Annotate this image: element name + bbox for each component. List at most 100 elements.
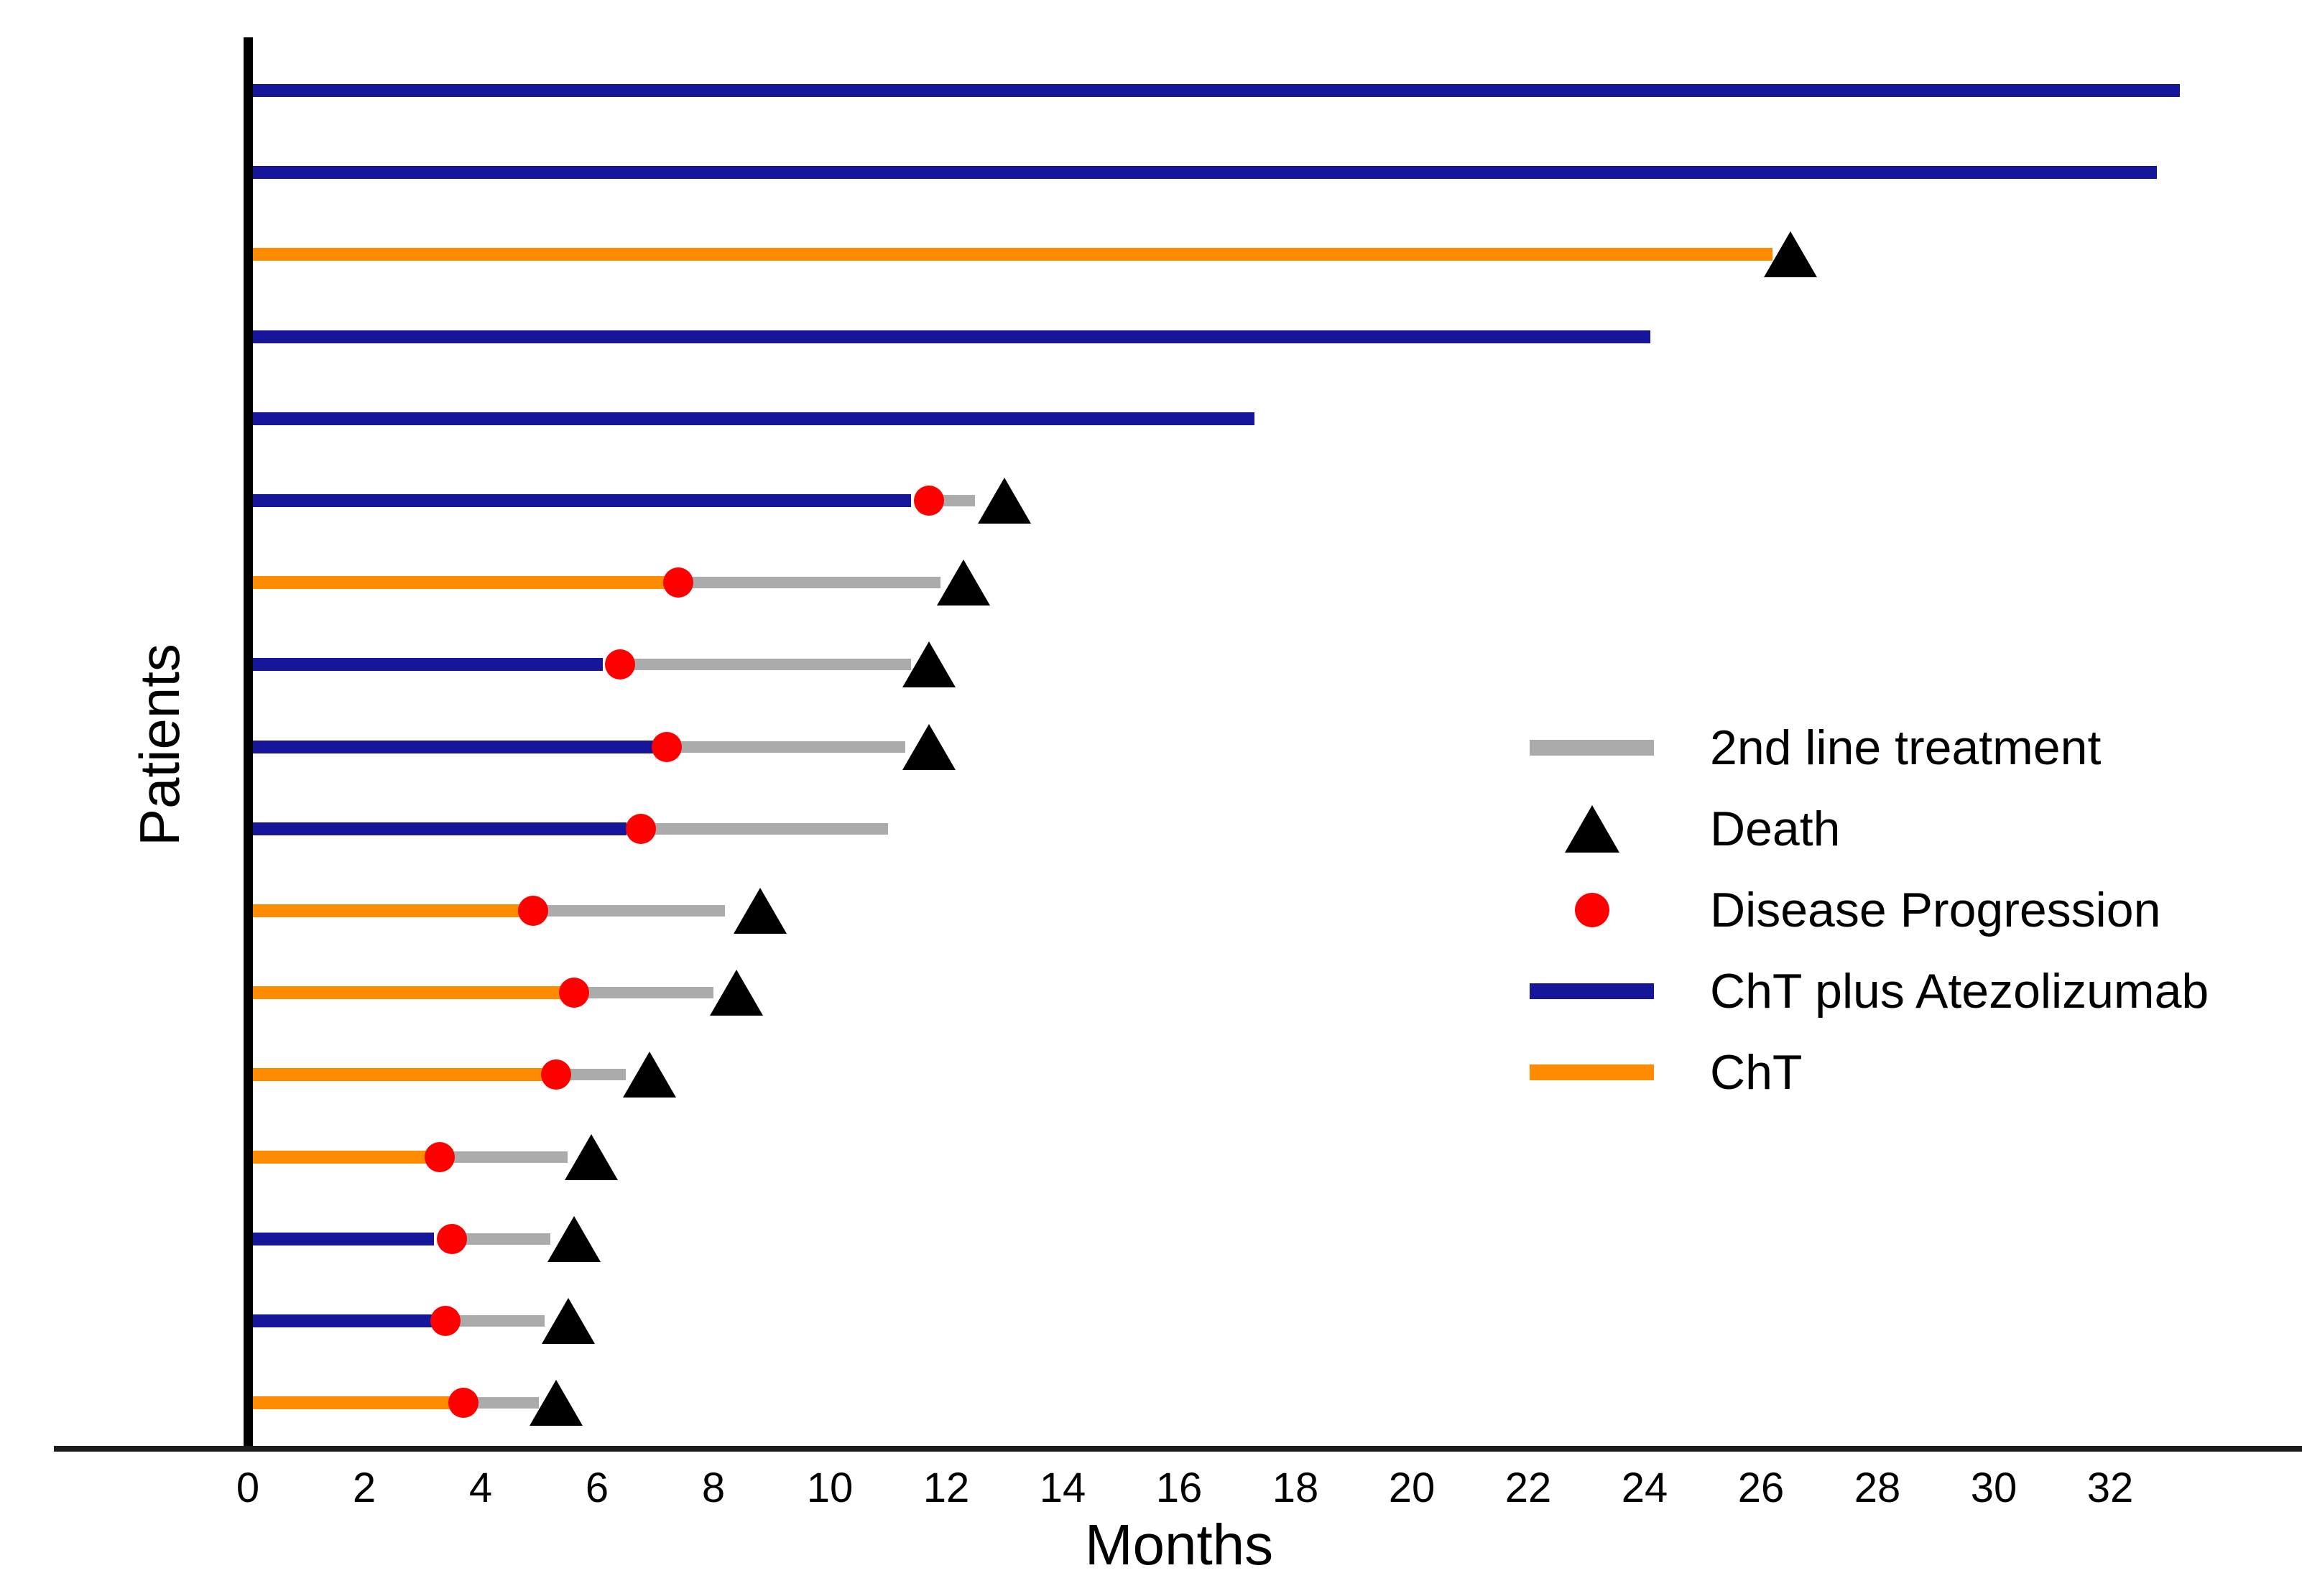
legend-label: Disease Progression xyxy=(1710,883,2161,937)
legend-label: ChT plus Atezolizumab xyxy=(1710,964,2209,1019)
x-axis-title: Months xyxy=(1084,1513,1274,1577)
x-tick-32: 32 xyxy=(2086,1465,2134,1511)
legend-swatch-box xyxy=(1530,740,1654,756)
progression-marker xyxy=(913,486,944,516)
legend-label: 2nd line treatment xyxy=(1710,720,2102,775)
legend-label: ChT xyxy=(1710,1045,1803,1100)
treatment-bar xyxy=(248,1068,545,1082)
death-marker xyxy=(541,1298,595,1344)
progression-marker xyxy=(448,1388,479,1419)
legend-item-disease-progression: Disease Progression xyxy=(1530,876,2160,945)
progression-marker xyxy=(558,978,589,1008)
treatment-bar xyxy=(248,330,1651,343)
x-tick-18: 18 xyxy=(1272,1465,1319,1511)
legend-swatch-box xyxy=(1530,805,1654,853)
progression-marker xyxy=(517,896,548,926)
x-tick-16: 16 xyxy=(1155,1465,1203,1511)
treatment-bar xyxy=(248,1396,452,1410)
treatment-bar xyxy=(248,412,1255,425)
x-tick-8: 8 xyxy=(701,1465,726,1511)
death-marker xyxy=(1763,231,1817,278)
x-tick-6: 6 xyxy=(585,1465,609,1511)
progression-marker xyxy=(652,731,683,762)
treatment-bar xyxy=(248,166,2157,180)
legend-item-2nd-line-treatment: 2nd line treatment xyxy=(1530,713,2101,782)
treatment-bar xyxy=(248,740,655,753)
legend-item-death: Death xyxy=(1530,794,1840,863)
progression-marker xyxy=(541,1059,572,1090)
legend-swatch-box xyxy=(1530,983,1654,999)
death-marker xyxy=(530,1380,583,1426)
treatment-bar xyxy=(248,84,2181,97)
treatment-bar xyxy=(248,658,604,672)
second-line-bar xyxy=(640,822,888,835)
second-line-bar xyxy=(532,905,726,917)
progression-marker xyxy=(625,813,656,844)
legend-item-cht-plus-atezolizumab: ChT plus Atezolizumab xyxy=(1530,957,2209,1026)
second-line-bar xyxy=(678,577,940,589)
treatment-bar xyxy=(248,1314,435,1327)
legend-swatch-box xyxy=(1530,893,1654,927)
second-line-bar xyxy=(573,987,713,999)
treatment-bar xyxy=(248,822,627,835)
death-marker xyxy=(978,478,1031,524)
legend-label: Death xyxy=(1710,802,1841,856)
second-line-bar xyxy=(440,1151,568,1163)
x-tick-14: 14 xyxy=(1039,1465,1086,1511)
second-line-bar xyxy=(620,659,912,671)
x-tick-24: 24 xyxy=(1621,1465,1668,1511)
death-marker xyxy=(547,1215,601,1262)
x-tick-20: 20 xyxy=(1388,1465,1436,1511)
y-axis-line xyxy=(244,37,253,1452)
second-line-bar xyxy=(556,1069,627,1081)
x-tick-12: 12 xyxy=(923,1465,970,1511)
death-marker xyxy=(710,970,764,1016)
x-tick-26: 26 xyxy=(1737,1465,1785,1511)
x-tick-30: 30 xyxy=(1970,1465,2017,1511)
death-marker xyxy=(902,641,956,688)
legend-line-swatch xyxy=(1530,740,1654,756)
progression-marker xyxy=(436,1223,467,1254)
x-axis-line xyxy=(54,1446,2302,1452)
x-tick-2: 2 xyxy=(352,1465,376,1511)
legend-item-cht: ChT xyxy=(1530,1038,1802,1107)
death-marker xyxy=(622,1052,676,1098)
treatment-bar xyxy=(248,494,912,507)
x-tick-28: 28 xyxy=(1854,1465,1901,1511)
second-line-bar xyxy=(463,1397,539,1409)
legend-swatch-box xyxy=(1530,1064,1654,1080)
second-line-bar xyxy=(451,1233,551,1245)
treatment-bar xyxy=(248,576,667,590)
death-marker xyxy=(902,723,956,770)
treatment-bar xyxy=(248,248,1773,261)
x-tick-22: 22 xyxy=(1504,1465,1552,1511)
death-marker xyxy=(733,888,787,934)
legend-dot-icon xyxy=(1574,893,1609,927)
treatment-bar xyxy=(248,986,563,1000)
treatment-bar xyxy=(248,904,522,917)
x-tick-10: 10 xyxy=(806,1465,854,1511)
progression-marker xyxy=(605,649,636,680)
progression-marker xyxy=(425,1141,456,1172)
death-marker xyxy=(564,1133,618,1180)
treatment-bar xyxy=(248,1150,429,1164)
